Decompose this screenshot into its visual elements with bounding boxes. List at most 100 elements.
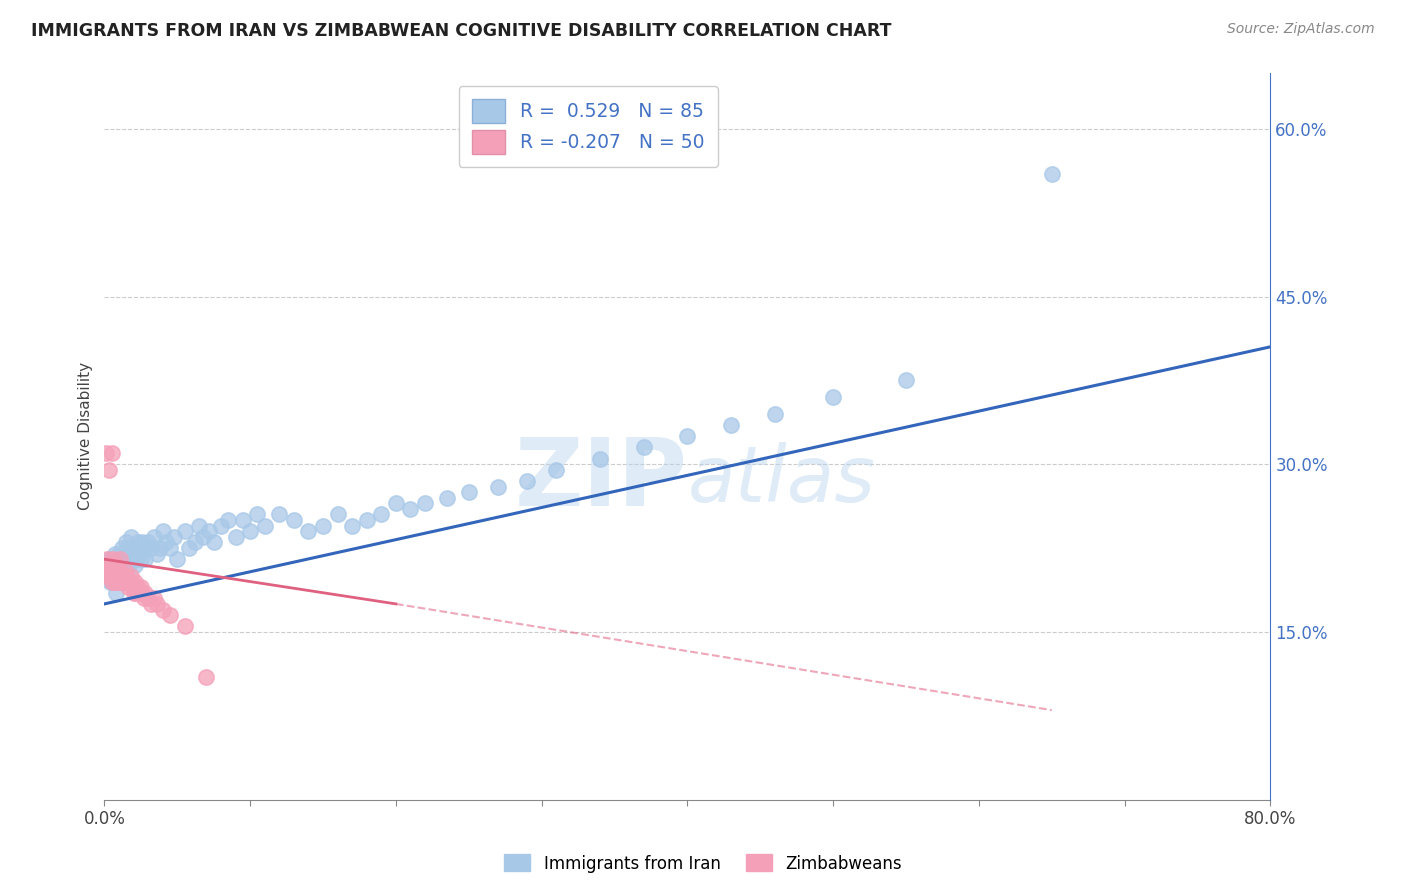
Point [146, 547, 169, 561]
Point [101, 552, 124, 566]
Point [125, 552, 148, 566]
Point [98, 569, 121, 583]
Point [112, 574, 135, 589]
Point [98, 574, 121, 589]
Point [117, 541, 139, 555]
Point [370, 508, 392, 522]
Point [121, 580, 143, 594]
Point [128, 547, 150, 561]
Point [195, 669, 218, 683]
Point [142, 530, 165, 544]
Text: atlas: atlas [688, 442, 876, 518]
Point [110, 569, 132, 583]
Point [193, 530, 215, 544]
Point [103, 574, 125, 589]
Point [139, 597, 162, 611]
Point [720, 418, 742, 433]
Point [142, 591, 165, 606]
Point [173, 619, 195, 633]
Point [1040, 167, 1063, 181]
Point [98, 558, 121, 572]
Point [100, 446, 122, 460]
Point [115, 569, 138, 583]
Point [112, 569, 135, 583]
Point [184, 535, 207, 549]
Point [198, 524, 221, 539]
Point [129, 580, 152, 594]
Point [131, 535, 153, 549]
Point [120, 569, 142, 583]
Point [340, 518, 363, 533]
Point [96, 569, 118, 583]
Point [155, 535, 177, 549]
Point [232, 513, 254, 527]
Point [546, 463, 568, 477]
Text: Source: ZipAtlas.com: Source: ZipAtlas.com [1227, 22, 1375, 37]
Point [118, 558, 141, 572]
Point [112, 552, 135, 566]
Point [111, 558, 134, 572]
Point [163, 530, 186, 544]
Point [457, 485, 479, 500]
Point [114, 569, 136, 583]
Point [96, 569, 118, 583]
Point [111, 574, 134, 589]
Point [122, 586, 145, 600]
Point [108, 563, 131, 577]
Point [173, 524, 195, 539]
Point [94, 446, 117, 460]
Point [152, 524, 174, 539]
Point [633, 441, 655, 455]
Point [100, 552, 122, 566]
Point [166, 552, 188, 566]
Point [128, 586, 150, 600]
Point [101, 552, 124, 566]
Point [131, 586, 153, 600]
Y-axis label: Cognitive Disability: Cognitive Disability [79, 362, 93, 510]
Point [124, 574, 146, 589]
Point [312, 518, 335, 533]
Point [763, 407, 786, 421]
Point [107, 569, 129, 583]
Point [139, 541, 162, 555]
Point [101, 563, 124, 577]
Point [115, 535, 138, 549]
Point [103, 547, 125, 561]
Point [120, 574, 142, 589]
Point [385, 496, 408, 510]
Point [152, 602, 174, 616]
Point [117, 580, 139, 594]
Point [225, 530, 247, 544]
Legend: Immigrants from Iran, Zimbabweans: Immigrants from Iran, Zimbabweans [498, 847, 908, 880]
Point [136, 535, 159, 549]
Point [105, 574, 128, 589]
Point [129, 552, 152, 566]
Point [589, 451, 612, 466]
Point [283, 513, 305, 527]
Point [209, 518, 232, 533]
Point [97, 463, 120, 477]
Point [127, 535, 149, 549]
Point [149, 541, 172, 555]
Point [177, 541, 200, 555]
Point [105, 586, 128, 600]
Point [105, 558, 128, 572]
Point [436, 491, 458, 505]
Point [159, 541, 181, 555]
Point [107, 552, 129, 566]
Point [115, 574, 138, 589]
Point [121, 552, 143, 566]
Point [101, 574, 124, 589]
Point [110, 552, 132, 566]
Point [134, 552, 156, 566]
Point [516, 474, 538, 488]
Point [676, 429, 699, 443]
Point [103, 563, 125, 577]
Point [111, 541, 134, 555]
Point [399, 502, 422, 516]
Point [107, 569, 129, 583]
Point [297, 524, 319, 539]
Legend: R =  0.529   N = 85, R = -0.207   N = 50: R = 0.529 N = 85, R = -0.207 N = 50 [458, 86, 718, 167]
Point [114, 563, 136, 577]
Point [413, 496, 436, 510]
